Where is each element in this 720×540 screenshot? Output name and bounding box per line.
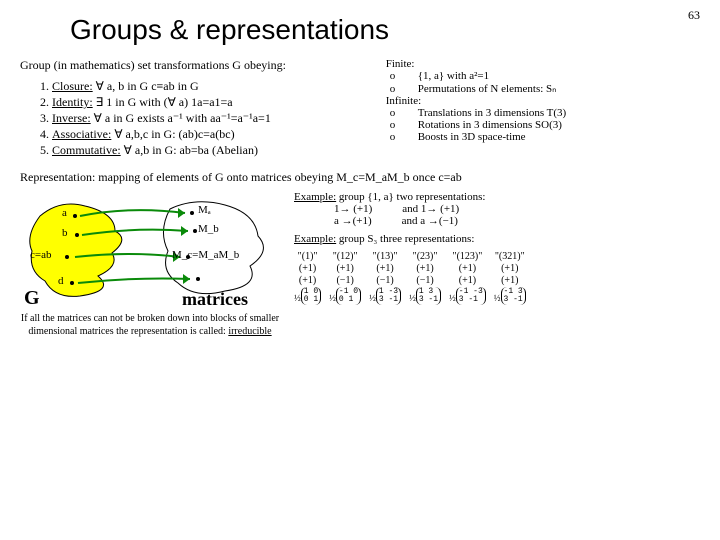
top-section: Group (in mathematics) set transformatio… [20,58,700,162]
example-2: Example: group S₃ three representations: [294,233,700,245]
irreducible-note: If all the matrices can not be broken do… [20,313,280,338]
label-d: d [58,275,64,287]
infinite-item: Translations in 3 dimensions T(3) [418,107,700,119]
example-1: Example: group {1, a} two representation… [294,191,700,227]
perm-column: "(123)"(+1)(+1)½-1 -33 -1 [449,251,486,305]
group-intro: Group (in mathematics) set transformatio… [20,58,366,73]
label-ma: Mₐ [198,204,211,216]
representation-examples: Example: group {1, a} two representation… [294,191,700,305]
ex1-row: a →(+1)and a →(−1) [334,215,700,227]
finite-item: Permutations of N elements: Sₙ [418,82,700,95]
finite-item: {1, a} with a²=1 [418,70,700,82]
representation-def: Representation: mapping of elements of G… [20,170,700,185]
page-number: 63 [688,8,700,23]
label-b: b [62,227,68,239]
infinite-item: Boosts in 3D space-time [418,131,700,143]
perm-column: "(13)"(+1)(−1)½1 -33 -1 [369,251,401,305]
label-mb: M_b [198,223,219,235]
finite-header: Finite: [386,58,700,70]
axiom-item: Closure: ∀ a, b in G c≡ab in G [52,79,366,94]
infinite-item: Rotations in 3 dimensions SO(3) [418,119,700,131]
axioms-list: Closure: ∀ a, b in G c≡ab in GIdentity: … [38,79,366,158]
axiom-item: Commutative: ∀ a,b in G: ab=ba (Abelian) [52,143,366,158]
axiom-item: Inverse: ∀ a in G exists a⁻¹ with aa⁻¹=a… [52,111,366,126]
label-a: a [62,207,67,219]
label-G: G [24,287,40,310]
label-c: c=ab [30,249,51,261]
examples-groups-column: Finite: {1, a} with a²=1Permutations of … [386,58,700,162]
slide-title: Groups & representations [70,14,700,46]
label-mc: M_c=M_aM_b [172,249,239,261]
axioms-column: Group (in mathematics) set transformatio… [20,58,366,162]
infinite-header: Infinite: [386,95,700,107]
perm-column: "(12)"(+1)(−1)½-1 00 1 [329,251,361,305]
perm-column: "(321)"(+1)(+1)½-1 33 -1 [494,251,526,305]
axiom-item: Identity: ∃ 1 in G with (∀ a) 1a=a1=a [52,95,366,110]
ex1-row: 1→ (+1)and 1→ (+1) [334,203,700,215]
axiom-item: Associative: ∀ a,b,c in G: (ab)c=a(bc) [52,127,366,142]
s3-rep-table: "(1)"(+1)(+1)½1 00 1 "(12)"(+1)(−1)½-1 00… [294,251,700,305]
mapping-diagram: a b c=ab d Mₐ M_b M_c=M_aM_b G matrices [20,191,280,311]
mid-section: a b c=ab d Mₐ M_b M_c=M_aM_b G matrices … [20,191,700,338]
perm-column: "(23)"(+1)(−1)½1 33 -1 [409,251,441,305]
diagram-column: a b c=ab d Mₐ M_b M_c=M_aM_b G matrices … [20,191,280,338]
perm-column: "(1)"(+1)(+1)½1 00 1 [294,251,321,305]
label-matrices: matrices [182,289,248,310]
